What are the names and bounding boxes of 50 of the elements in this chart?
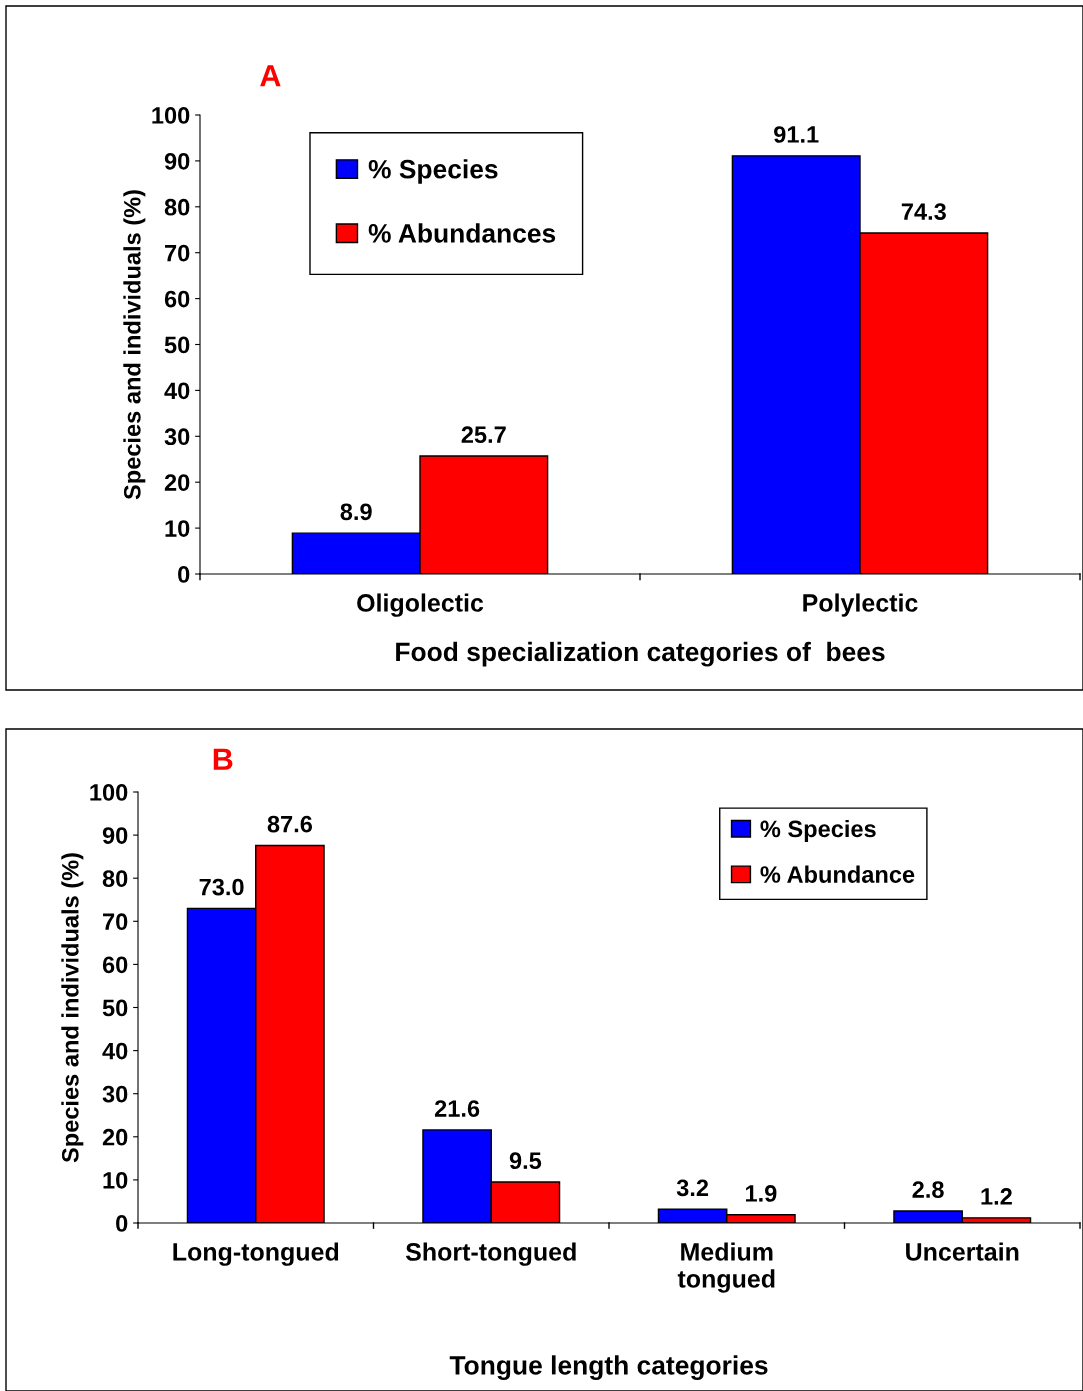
data-label: 1.9: [745, 1185, 777, 1202]
y-tick-label: 0: [116, 1215, 128, 1232]
y-axis-title: Species and individuals (%): [123, 190, 146, 500]
data-label: 21.6: [434, 1100, 480, 1117]
y-tick-label: 80: [164, 198, 190, 216]
y-tick-label: 50: [164, 336, 190, 354]
data-label: 9.5: [509, 1152, 542, 1170]
data-label: 73.0: [199, 878, 244, 896]
y-tick-label: 100: [152, 107, 190, 124]
data-label: 87.6: [267, 815, 313, 833]
y-tick-label: 0: [178, 566, 190, 583]
chart-title: B: [213, 748, 233, 770]
x-tick-label: Oligolectic: [357, 593, 484, 617]
data-label: 3.2: [676, 1179, 709, 1197]
y-axis-title: Species and individuals (%): [61, 853, 84, 1163]
y-tick-label: 10: [103, 1171, 128, 1189]
y-tick-label: 40: [102, 1042, 128, 1060]
y-tick-label: 20: [102, 1128, 128, 1146]
data-label: 74.3: [901, 203, 946, 220]
y-tick-label: 100: [90, 784, 128, 801]
x-tick-label: Short-tongued: [405, 1242, 576, 1266]
x-tick-label: Long-tongued: [173, 1242, 339, 1266]
data-label: 8.9: [340, 503, 372, 521]
data-label: 91.1: [774, 126, 819, 143]
y-tick-label: 60: [164, 290, 190, 308]
y-tick-label: 30: [102, 1085, 128, 1103]
y-tick-label: 60: [102, 956, 128, 974]
y-tick-label: 10: [165, 520, 190, 537]
y-tick-label: 90: [102, 827, 128, 844]
x-axis-title: Food specialization categories of bees: [396, 641, 885, 667]
y-tick-label: 70: [165, 244, 190, 262]
y-tick-label: 20: [164, 474, 190, 491]
y-tick-label: 90: [164, 152, 190, 170]
y-tick-label: 50: [102, 999, 128, 1017]
legend-label: % Species: [368, 159, 498, 184]
x-tick-label: Polylectic: [803, 593, 918, 617]
x-tick-label: Uncertain: [906, 1242, 1019, 1261]
legend-label: % Abundance: [760, 865, 915, 883]
data-label: 2.8: [912, 1181, 944, 1198]
y-tick-label: 70: [103, 913, 128, 931]
legend-label: % Abundances: [368, 223, 556, 243]
x-axis-title: Tongue length categories: [449, 1355, 768, 1380]
chart-title: A: [260, 65, 281, 87]
y-tick-label: 80: [102, 870, 128, 887]
data-label: 1.2: [981, 1188, 1012, 1205]
y-tick-label: 30: [164, 428, 190, 446]
y-tick-label: 40: [164, 382, 190, 400]
legend-label: % Species: [760, 819, 876, 842]
data-label: 25.7: [461, 426, 506, 444]
x-tick-label: Medium tongued: [677, 1242, 775, 1293]
